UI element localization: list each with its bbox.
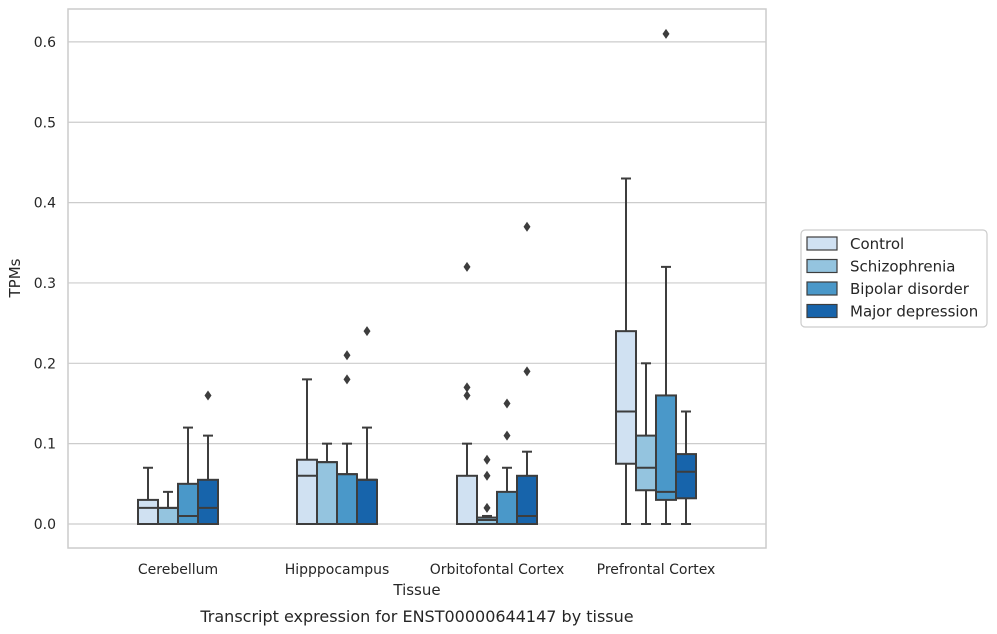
x-tick-label: Orbitofontal Cortex — [430, 562, 565, 578]
x-tick-label: Prefrontal Cortex — [597, 562, 716, 578]
y-axis-label: TPMs — [6, 258, 24, 298]
y-tick-label: 0.3 — [34, 276, 56, 292]
box-body — [356, 478, 378, 525]
gridlines — [68, 41, 766, 525]
y-tick-label: 0.0 — [34, 517, 56, 533]
legend-label: Control — [850, 235, 904, 253]
box — [197, 390, 219, 525]
box — [675, 410, 697, 525]
box-body — [296, 458, 318, 525]
box-body — [635, 434, 657, 492]
box-body — [316, 461, 338, 525]
box — [316, 442, 338, 525]
y-tick-label: 0.5 — [34, 115, 56, 131]
outlier-point — [204, 390, 212, 401]
box-body — [496, 490, 518, 525]
y-tick-label: 0.1 — [34, 437, 56, 453]
legend-frame — [800, 229, 988, 328]
series-control — [137, 177, 637, 526]
box-body — [456, 474, 478, 526]
box-body — [516, 474, 538, 526]
box — [635, 362, 657, 525]
x-tick-label: Cerebellum — [138, 562, 218, 578]
box — [456, 261, 478, 526]
y-tick-label: 0.4 — [34, 196, 56, 212]
plot-frame — [67, 8, 767, 549]
outlier-point — [503, 398, 511, 409]
legend-swatch — [806, 236, 838, 251]
outlier-point — [463, 390, 471, 401]
box-body — [675, 453, 697, 500]
box — [615, 177, 637, 525]
legend: Control Schizophrenia Bipolar disorder Majo… — [800, 229, 988, 328]
chart-caption: Transcript expression for ENST0000064414… — [199, 607, 633, 626]
box — [655, 28, 677, 525]
box-body — [177, 482, 199, 526]
outlier-point — [363, 326, 371, 337]
series-major-depression — [197, 221, 697, 526]
box-body — [615, 330, 637, 465]
y-tick-labels: 0.0 0.1 0.2 0.3 0.4 0.5 0.6 — [34, 35, 56, 533]
legend-swatch — [806, 303, 838, 319]
outlier-point — [483, 502, 491, 513]
outlier-point — [343, 374, 351, 385]
box-body — [336, 473, 358, 526]
box-body — [137, 498, 159, 525]
box — [356, 326, 378, 525]
outlier-point — [483, 470, 491, 481]
box — [137, 466, 159, 525]
series-bipolar-disorder — [177, 28, 677, 526]
y-tick-label: 0.2 — [34, 356, 56, 372]
box — [157, 490, 179, 525]
x-tick-label: Hipppocampus — [285, 562, 390, 578]
outlier-point — [503, 430, 511, 441]
box-body — [157, 506, 179, 525]
x-axis-label: Tissue — [392, 581, 440, 599]
outlier-point — [662, 28, 670, 39]
legend-label: Bipolar disorder — [850, 280, 970, 298]
box — [476, 454, 498, 526]
legend-label: Schizophrenia — [850, 258, 955, 276]
box-body — [655, 394, 677, 501]
legend-swatch — [806, 258, 838, 274]
box — [177, 426, 199, 526]
outlier-point — [523, 366, 531, 377]
legend-swatch — [806, 281, 838, 296]
box — [336, 350, 358, 526]
box — [496, 398, 518, 525]
box — [516, 221, 538, 526]
box — [296, 378, 318, 525]
box-body — [197, 478, 219, 525]
outlier-point — [463, 382, 471, 393]
box-series — [137, 28, 697, 526]
legend-label: Major depression — [850, 303, 978, 321]
x-tick-labels: Cerebellum Hipppocampus Orbitofontal Corte… — [138, 562, 715, 578]
y-tick-label: 0.6 — [34, 35, 56, 51]
outlier-point — [483, 454, 491, 465]
outlier-point — [523, 221, 531, 232]
outlier-point — [463, 261, 471, 272]
outlier-point — [343, 350, 351, 361]
